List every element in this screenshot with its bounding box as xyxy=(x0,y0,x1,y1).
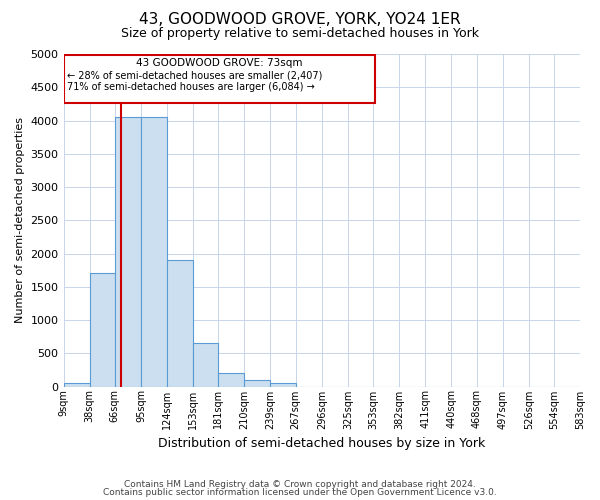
Bar xyxy=(244,380,271,386)
Bar xyxy=(64,383,89,386)
Bar xyxy=(141,117,167,386)
Bar xyxy=(193,344,218,386)
Bar xyxy=(115,117,141,386)
Text: 71% of semi-detached houses are larger (6,084) →: 71% of semi-detached houses are larger (… xyxy=(67,82,315,92)
Bar xyxy=(64,56,375,103)
X-axis label: Distribution of semi-detached houses by size in York: Distribution of semi-detached houses by … xyxy=(158,437,485,450)
Text: Size of property relative to semi-detached houses in York: Size of property relative to semi-detach… xyxy=(121,28,479,40)
Text: Contains public sector information licensed under the Open Government Licence v3: Contains public sector information licen… xyxy=(103,488,497,497)
Bar xyxy=(218,372,244,386)
Text: 43, GOODWOOD GROVE, YORK, YO24 1ER: 43, GOODWOOD GROVE, YORK, YO24 1ER xyxy=(139,12,461,28)
Text: ← 28% of semi-detached houses are smaller (2,407): ← 28% of semi-detached houses are smalle… xyxy=(67,70,323,81)
Text: 43 GOODWOOD GROVE: 73sqm: 43 GOODWOOD GROVE: 73sqm xyxy=(136,58,302,68)
Bar xyxy=(89,274,115,386)
Bar xyxy=(271,383,296,386)
Bar xyxy=(167,260,193,386)
Text: Contains HM Land Registry data © Crown copyright and database right 2024.: Contains HM Land Registry data © Crown c… xyxy=(124,480,476,489)
Y-axis label: Number of semi-detached properties: Number of semi-detached properties xyxy=(15,118,25,324)
